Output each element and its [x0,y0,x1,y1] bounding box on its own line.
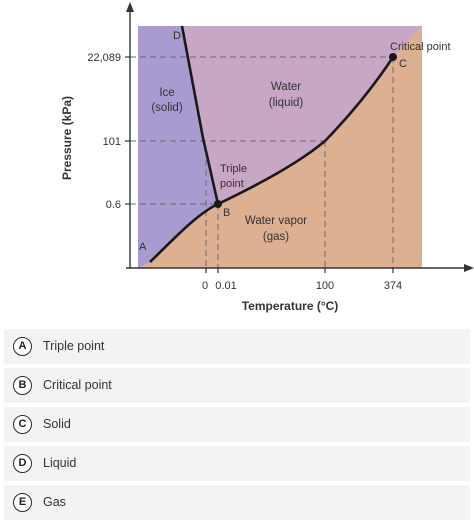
option-letter-badge: A [13,337,32,356]
ice-label-line2: (solid) [151,102,182,114]
vapor-label-line1: Water vapor [245,215,307,227]
x-axis-arrow [464,264,474,272]
y-tick-label: 22,089 [87,52,121,64]
option-text: Gas [43,495,66,509]
option-letter-badge: D [13,454,32,473]
option-letter-badge: C [13,415,32,434]
y-axis-title: Pressure (kPa) [60,96,74,180]
x-tick-label: 0 [202,280,208,292]
option-d[interactable]: D Liquid [4,446,470,481]
option-c[interactable]: C Solid [4,407,470,442]
triple-point-label-line2: point [220,178,244,190]
triple-point-label-line1: Triple [220,163,247,175]
critical-point-marker [389,53,397,61]
option-text: Liquid [43,456,77,470]
sublimation-curve [149,202,219,263]
vaporization-curve [217,56,395,206]
point-label-d: D [173,30,181,42]
y-axis-arrow [126,2,134,12]
y-tick-label: 0.6 [106,199,121,211]
phase-diagram: 22,089 101 0.6 0 0.01 100 374 Temperatur… [60,2,474,313]
point-label-a: A [139,241,147,253]
answer-options: A Triple point B Critical point C Solid … [4,329,470,524]
x-tick-label: 374 [384,280,402,292]
y-tick-label: 101 [103,136,121,148]
option-text: Triple point [43,339,105,353]
point-label-c: C [399,58,407,70]
option-a[interactable]: A Triple point [4,329,470,364]
water-label-line1: Water [271,81,301,93]
point-label-b: B [223,207,230,219]
vapor-label-line2: (gas) [263,231,289,243]
option-text: Solid [43,417,71,431]
option-text: Critical point [43,378,112,392]
x-axis-title: Temperature (°C) [242,299,339,313]
critical-point-label: Critical point [390,41,451,53]
option-e[interactable]: E Gas [4,485,470,520]
option-b[interactable]: B Critical point [4,368,470,403]
ice-label-line1: Ice [159,87,174,99]
liquid-region [182,26,422,204]
fusion-curve [180,25,220,205]
solid-region [138,26,218,268]
option-letter-badge: B [13,376,32,395]
water-label-line2: (liquid) [269,97,304,109]
x-tick-label: 0.01 [215,280,236,292]
triple-point-marker [214,200,222,208]
x-tick-label: 100 [316,280,334,292]
option-letter-badge: E [13,493,32,512]
